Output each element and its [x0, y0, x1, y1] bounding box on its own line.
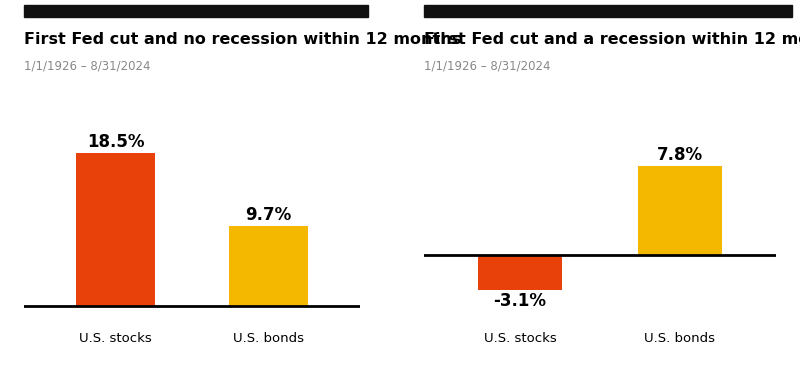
Bar	[76, 153, 155, 306]
Text: 1/1/1926 – 8/31/2024: 1/1/1926 – 8/31/2024	[424, 59, 550, 72]
Text: First Fed cut and no recession within 12 months: First Fed cut and no recession within 12…	[24, 32, 462, 46]
Text: 9.7%: 9.7%	[246, 206, 291, 224]
Bar	[478, 255, 562, 290]
Text: 7.8%: 7.8%	[657, 146, 703, 164]
Bar	[638, 167, 722, 255]
Text: 1/1/1926 – 8/31/2024: 1/1/1926 – 8/31/2024	[24, 59, 150, 72]
Text: 18.5%: 18.5%	[87, 134, 144, 151]
Text: -3.1%: -3.1%	[494, 292, 546, 310]
Text: First Fed cut and a recession within 12 months: First Fed cut and a recession within 12 …	[424, 32, 800, 46]
Bar	[229, 226, 308, 306]
